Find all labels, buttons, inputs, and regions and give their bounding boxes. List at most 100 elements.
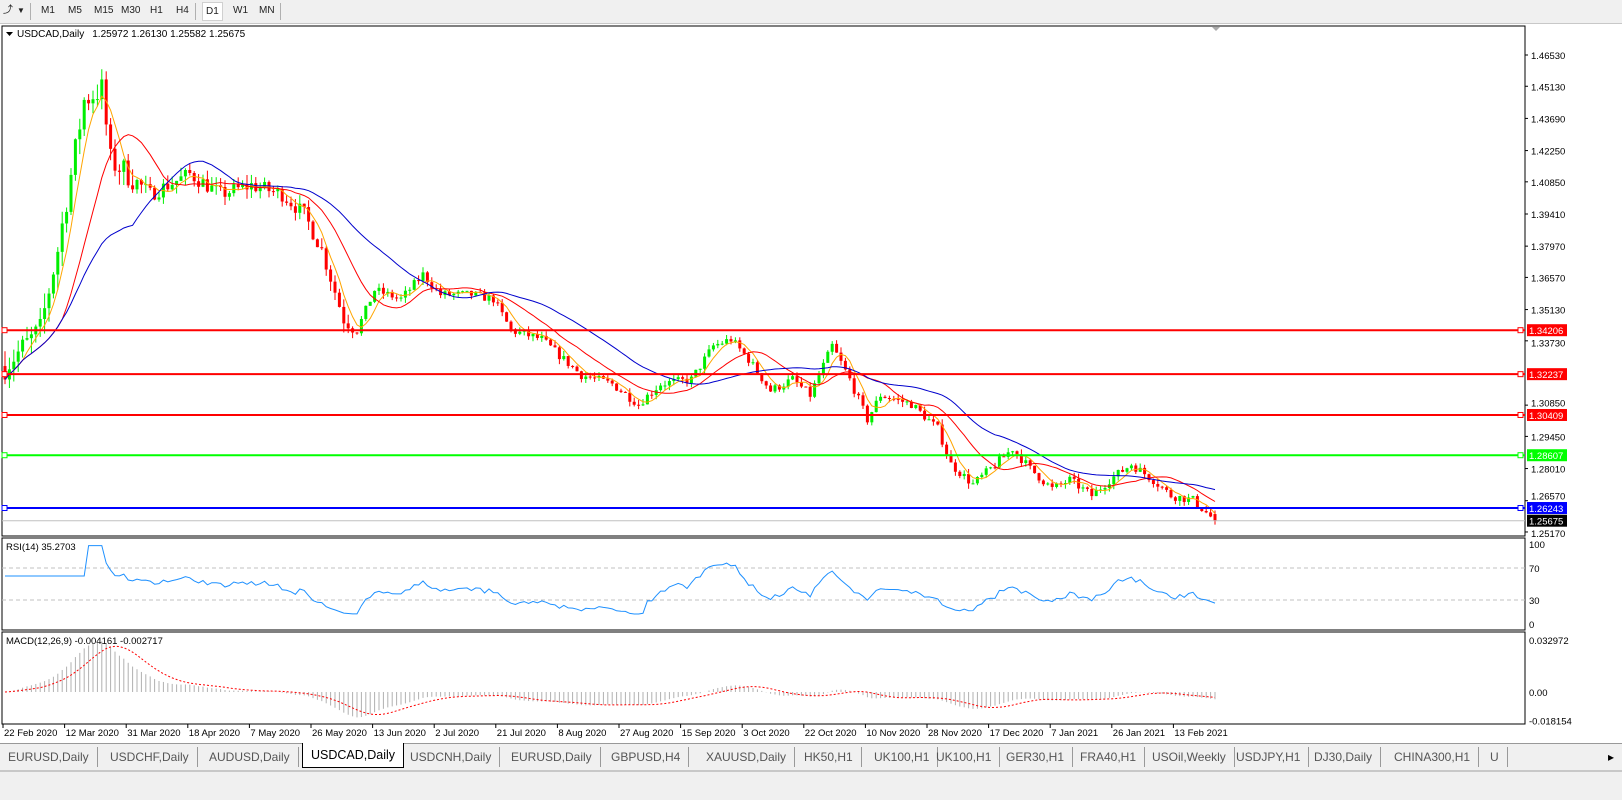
timeframe-m1[interactable]: M1: [41, 5, 55, 16]
candle-body: [826, 351, 830, 363]
chart-tab[interactable]: EURUSD,Daily: [0, 747, 98, 767]
chart-tab[interactable]: UK100,H1: [928, 747, 1001, 767]
candle-body: [342, 306, 346, 324]
main-price-panel[interactable]: [1, 25, 1526, 537]
timeframe-mn[interactable]: MN: [259, 5, 275, 16]
candle-body: [879, 396, 883, 401]
candle-body: [73, 139, 77, 175]
chart-tab[interactable]: USDCNH,Daily: [402, 747, 501, 767]
candle-body: [1129, 465, 1133, 469]
line-handle[interactable]: [1, 452, 8, 459]
candle-body: [1002, 456, 1006, 458]
drawing-tools-icon[interactable]: ⤴: [3, 5, 13, 16]
candle-body: [962, 473, 966, 477]
date-axis-label: 7 Jan 2021: [1051, 728, 1098, 739]
price-label: 1.26243: [1529, 504, 1563, 515]
candle-body: [113, 148, 117, 171]
line-handle[interactable]: [1517, 371, 1524, 378]
price-axis-label: 1.29450: [1531, 432, 1565, 443]
candle-body: [689, 376, 693, 384]
candle-body: [835, 343, 839, 353]
timeframe-m15[interactable]: M15: [94, 5, 114, 16]
candle-body: [945, 444, 949, 455]
candle-body: [703, 356, 707, 369]
timeframe-w1[interactable]: W1: [233, 5, 248, 16]
price-axis-label: 1.45130: [1531, 82, 1565, 93]
timeframe-m5[interactable]: M5: [68, 5, 82, 16]
chart-tab[interactable]: UK100,H1: [866, 747, 939, 767]
date-axis-label: 17 Dec 2020: [990, 728, 1044, 739]
candle-body: [333, 281, 337, 293]
date-axis-label: 15 Sep 2020: [682, 728, 736, 739]
candle-body: [1081, 487, 1085, 489]
scroll-tabs-right-icon[interactable]: ▸: [1608, 750, 1615, 764]
candle-body: [139, 179, 143, 185]
candle-body: [1138, 467, 1142, 472]
chart-tab[interactable]: CHINA300,H1: [1386, 747, 1480, 767]
chart-tab[interactable]: XAUUSD,Daily: [698, 747, 796, 767]
candle-body: [1077, 478, 1081, 489]
chart-tab[interactable]: USDJPY,H1: [1228, 747, 1310, 767]
candle-body: [830, 343, 834, 352]
chart-tab[interactable]: U: [1482, 747, 1508, 767]
candle-body: [861, 395, 865, 406]
price-label: 1.28607: [1529, 451, 1563, 462]
timeframe-d1[interactable]: D1: [202, 2, 223, 21]
rsi-axis-label: 100: [1529, 540, 1545, 551]
chart-tab[interactable]: FRA40,H1: [1072, 747, 1146, 767]
dropdown-arrow-icon[interactable]: ▼: [17, 6, 25, 15]
chart-tab[interactable]: AUDUSD,Daily: [201, 747, 299, 767]
candle-body: [747, 353, 751, 363]
candle-body: [896, 398, 900, 400]
timeframe-m30[interactable]: M30: [121, 5, 141, 16]
candle-body: [795, 376, 799, 383]
candle-body: [1173, 497, 1177, 501]
candle-body: [1063, 483, 1067, 485]
price-axis-label: 1.26570: [1531, 492, 1565, 503]
candle-body: [263, 182, 267, 188]
candle-body: [245, 184, 249, 190]
candle-body: [465, 290, 469, 292]
candle-body: [799, 382, 803, 387]
candle-body: [1178, 495, 1182, 501]
candle-body: [100, 79, 104, 100]
candle-body: [839, 352, 843, 361]
chart-tab[interactable]: GBPUSD,H4: [603, 747, 690, 767]
candle-body: [87, 99, 91, 104]
line-handle[interactable]: [1517, 505, 1524, 512]
candle-body: [65, 211, 69, 224]
candle-body: [615, 383, 619, 391]
candle-body: [315, 239, 319, 248]
date-axis-label: 22 Feb 2020: [4, 728, 57, 739]
collapse-arrow-icon[interactable]: [6, 32, 13, 36]
line-handle[interactable]: [1, 411, 8, 418]
chart-tab[interactable]: HK50,H1: [796, 747, 862, 767]
candle-body: [1011, 451, 1015, 453]
line-handle[interactable]: [1517, 411, 1524, 418]
candle-body: [597, 375, 601, 378]
chart-tab[interactable]: USOil,Weekly: [1144, 747, 1235, 767]
chart-tab[interactable]: GER30,H1: [998, 747, 1074, 767]
timeframe-h1[interactable]: H1: [150, 5, 163, 16]
macd-axis-label: 0.00: [1529, 688, 1548, 699]
line-handle[interactable]: [1517, 327, 1524, 334]
chart-tab[interactable]: USDCHF,Daily: [102, 747, 198, 767]
chart-tab[interactable]: DJ30,Daily: [1306, 747, 1382, 767]
line-handle[interactable]: [1, 371, 8, 378]
rsi-panel[interactable]: [1, 537, 1526, 631]
line-handle[interactable]: [1517, 452, 1524, 459]
line-handle[interactable]: [1, 505, 8, 512]
chart-canvas[interactable]: 1.34206 1.32237 1.30409 1.28607 1.26243 1.256…: [0, 24, 1622, 742]
timeframe-h4[interactable]: H4: [176, 5, 189, 16]
candle-body: [698, 368, 702, 370]
chart-tab[interactable]: USDCAD,Daily: [302, 743, 405, 768]
candle-body: [47, 293, 51, 309]
candle-body: [491, 295, 495, 303]
macd-panel[interactable]: [1, 631, 1526, 725]
candle-body: [989, 467, 993, 469]
price-label: 1.34206: [1529, 326, 1563, 337]
candle-body: [623, 391, 627, 393]
chart-shift-marker-icon[interactable]: [1212, 27, 1220, 31]
chart-tab[interactable]: EURUSD,Daily: [503, 747, 601, 767]
line-handle[interactable]: [1, 327, 8, 334]
